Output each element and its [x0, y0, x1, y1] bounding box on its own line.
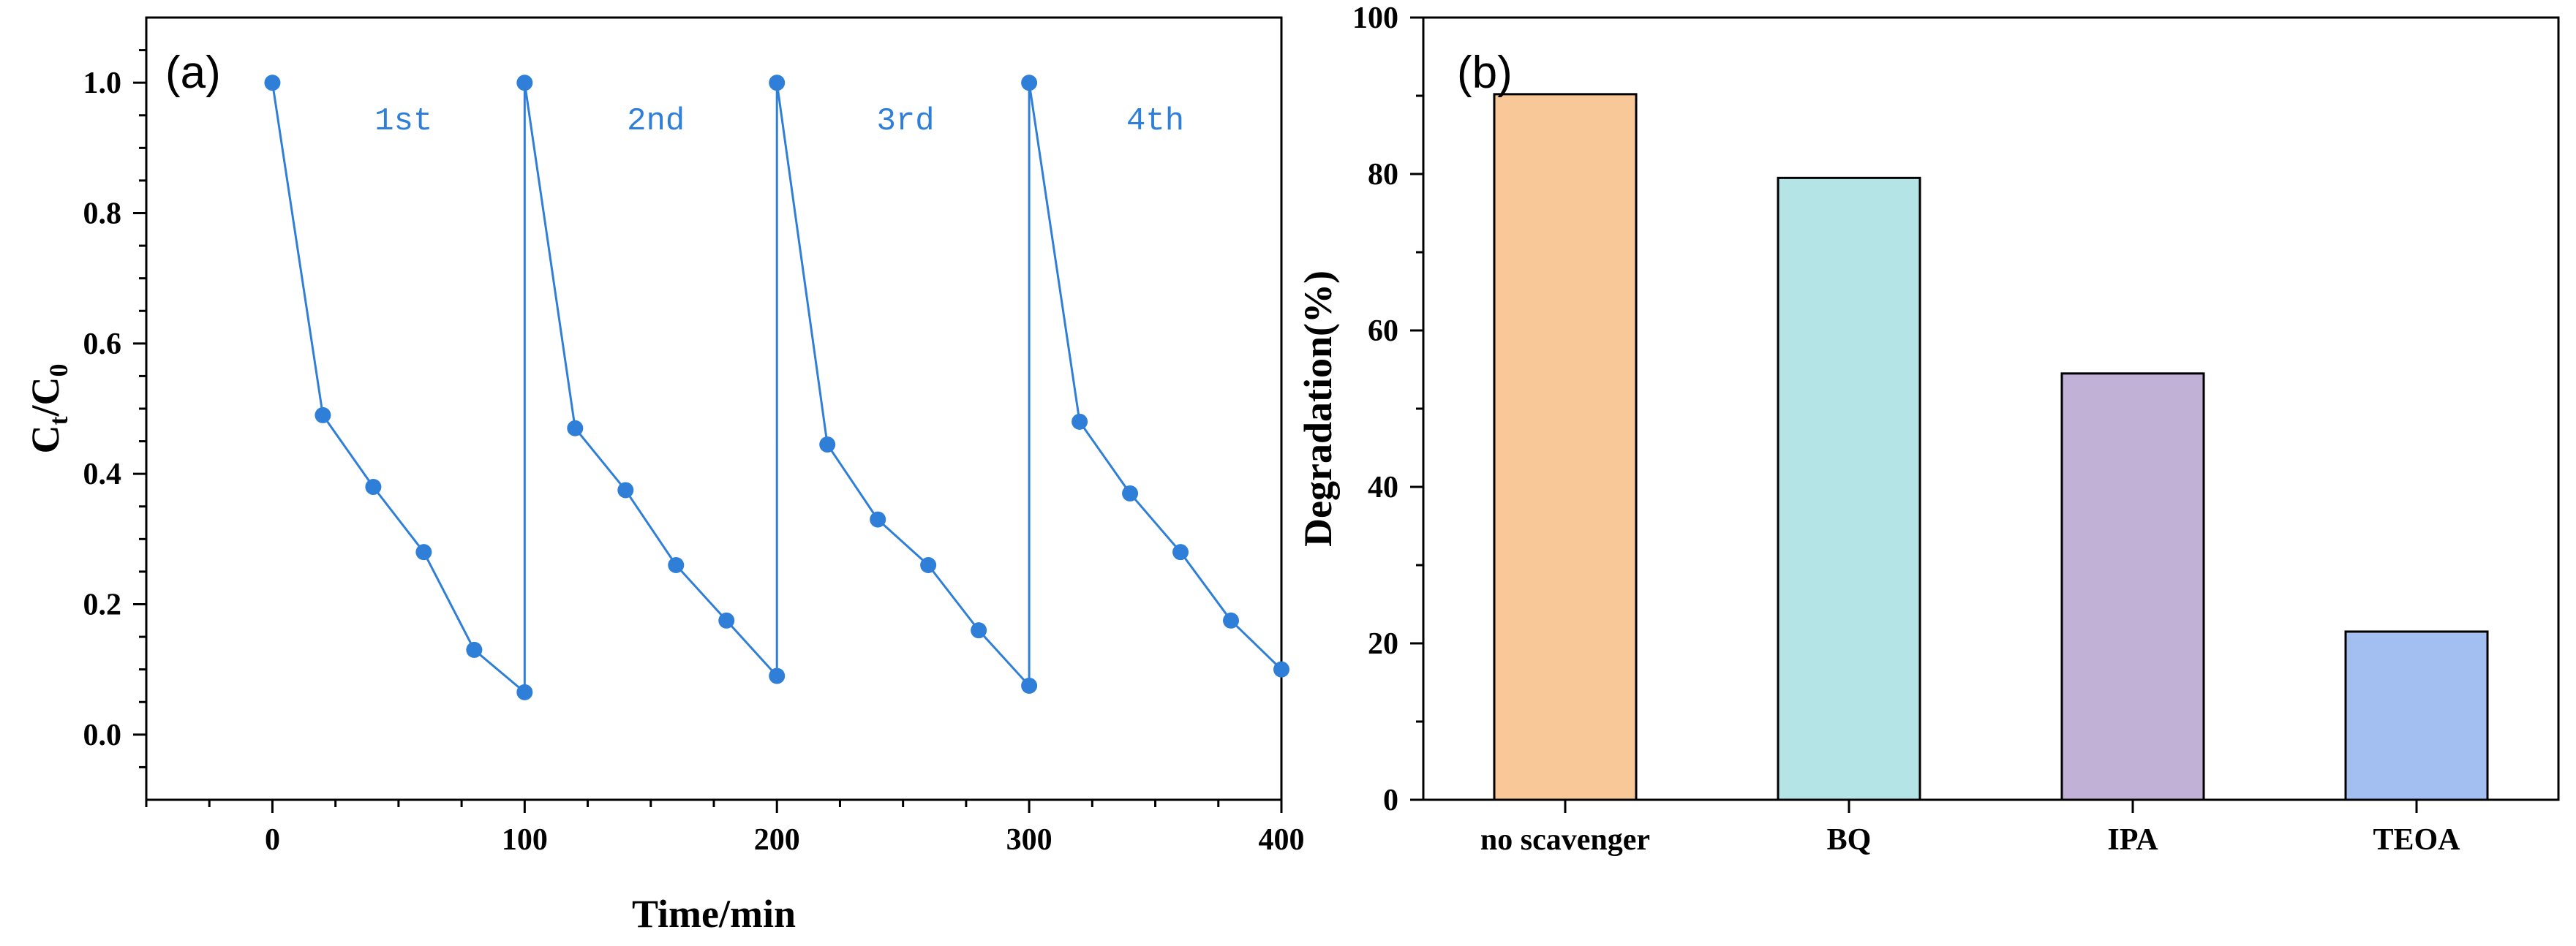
panel-a-series — [264, 75, 1289, 700]
y-title-sub-t: t — [44, 417, 73, 425]
y-tick-label: 80 — [1368, 158, 1398, 192]
data-point — [466, 641, 483, 658]
data-point — [1172, 544, 1189, 561]
y-tick-label: 0 — [1383, 784, 1398, 817]
panel-a-x-axis-title: Time/min — [632, 892, 796, 936]
panel-b-y-ticks: 0 20 40 60 80 100 — [1352, 1, 1423, 817]
data-point — [1273, 661, 1289, 678]
data-point — [1072, 413, 1088, 430]
x-tick-label: BQ — [1827, 823, 1872, 857]
panel-a-line-chart: 0 100 200 300 400 0.0 0.2 0.4 0.6 0.8 1.0 1st 2nd 3… — [23, 16, 1305, 936]
x-tick-label: 300 — [1006, 823, 1052, 857]
data-point — [1021, 677, 1038, 694]
x-tick-label: 200 — [754, 823, 800, 857]
data-point — [668, 557, 685, 573]
y-tick-label: 0.2 — [83, 589, 122, 622]
x-tick-label: no scavenger — [1480, 823, 1650, 857]
panel-b-x-ticks: no scavenger BQ IPA TEOA — [1480, 800, 2460, 857]
data-point — [1021, 75, 1038, 91]
y-title-sub-0: 0 — [44, 364, 73, 377]
data-point — [971, 622, 987, 639]
cycle-label: 3rd — [877, 103, 935, 140]
data-point — [365, 479, 382, 495]
panel-b-bar-chart: no scavenger BQ IPA TEOA 0 20 40 60 80 100 (b) D… — [1296, 1, 2560, 857]
data-point — [315, 406, 331, 423]
y-title-main: C — [23, 425, 67, 454]
x-tick-label: 0 — [265, 823, 280, 857]
data-point — [264, 75, 281, 91]
y-tick-label: 0.8 — [83, 197, 122, 231]
bar — [2344, 630, 2489, 801]
x-tick-label: IPA — [2107, 823, 2158, 857]
panel-a-label: (a) — [165, 48, 221, 98]
data-point — [415, 544, 432, 561]
y-tick-label: 0.0 — [83, 719, 122, 752]
panel-b-y-axis-title: Degradation(%) — [1296, 270, 1340, 547]
cycle-label: 2nd — [627, 103, 685, 140]
data-point — [617, 482, 634, 499]
data-point — [567, 420, 584, 436]
panel-a-y-ticks: 0.0 0.2 0.4 0.6 0.8 1.0 — [83, 49, 146, 768]
data-point — [920, 557, 937, 573]
data-point — [718, 612, 735, 629]
data-point — [516, 75, 533, 91]
data-point — [516, 684, 533, 700]
data-point — [819, 436, 836, 453]
y-tick-label: 100 — [1352, 1, 1398, 35]
panel-b-label: (b) — [1457, 48, 1513, 98]
y-tick-label: 40 — [1368, 471, 1398, 504]
cycle-label: 1st — [374, 103, 432, 140]
panel-a-y-axis-title: Ct/C0 — [23, 364, 73, 454]
y-tick-label: 0.6 — [83, 328, 122, 361]
bar — [2060, 372, 2205, 801]
x-tick-label: 100 — [502, 823, 548, 857]
y-tick-label: 0.4 — [83, 458, 122, 491]
y-tick-label: 20 — [1368, 627, 1398, 661]
cycle-label: 4th — [1126, 103, 1184, 140]
series-line — [271, 82, 1283, 695]
x-tick-label: TEOA — [2373, 823, 2460, 857]
data-point — [769, 75, 786, 91]
y-tick-label: 1.0 — [83, 67, 122, 100]
panel-a-annotations: 1st 2nd 3rd 4th — [374, 103, 1184, 140]
bar — [1777, 176, 1921, 801]
y-tick-label: 60 — [1368, 314, 1398, 348]
data-point — [769, 667, 786, 684]
y-title-sep: /C — [23, 377, 67, 417]
panel-a-plot-frame — [145, 16, 1283, 801]
data-point — [1122, 485, 1139, 502]
panel-b-bars — [1493, 93, 2489, 801]
data-point — [870, 511, 886, 528]
x-tick-label: 400 — [1259, 823, 1305, 857]
data-point — [1223, 612, 1240, 629]
panel-a-x-ticks: 0 100 200 300 400 — [145, 800, 1305, 857]
bar — [1493, 93, 1638, 801]
